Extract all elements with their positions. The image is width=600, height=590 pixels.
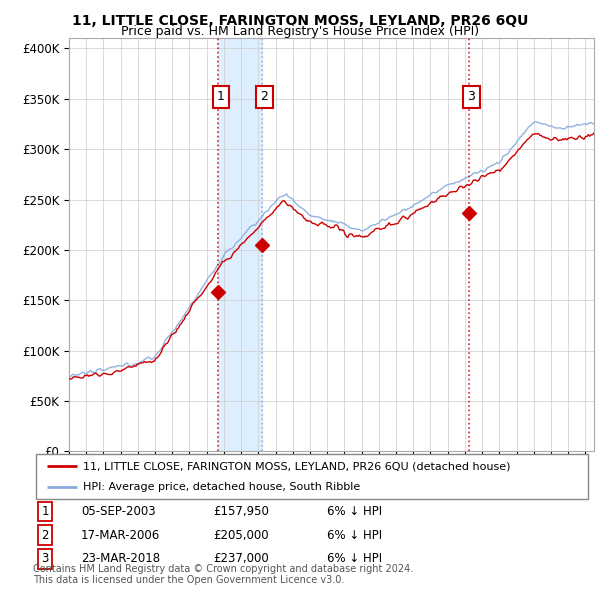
Text: Price paid vs. HM Land Registry's House Price Index (HPI): Price paid vs. HM Land Registry's House … [121,25,479,38]
Text: HPI: Average price, detached house, South Ribble: HPI: Average price, detached house, Sout… [83,483,360,493]
Bar [218,38,262,451]
Text: 05-SEP-2003: 05-SEP-2003 [81,505,155,518]
Text: £205,000: £205,000 [213,529,269,542]
Text: 23-MAR-2018: 23-MAR-2018 [81,552,160,565]
Text: 3: 3 [41,552,49,565]
Text: 17-MAR-2006: 17-MAR-2006 [81,529,160,542]
Text: 1: 1 [41,505,49,518]
Text: 2: 2 [41,529,49,542]
Text: 6% ↓ HPI: 6% ↓ HPI [327,552,382,565]
FancyBboxPatch shape [36,454,588,499]
Text: 6% ↓ HPI: 6% ↓ HPI [327,529,382,542]
Text: 2: 2 [260,90,268,103]
Text: 1: 1 [217,90,225,103]
Text: 6% ↓ HPI: 6% ↓ HPI [327,505,382,518]
Text: 3: 3 [467,90,475,103]
Text: 11, LITTLE CLOSE, FARINGTON MOSS, LEYLAND, PR26 6QU: 11, LITTLE CLOSE, FARINGTON MOSS, LEYLAN… [72,14,528,28]
Text: £237,000: £237,000 [213,552,269,565]
Text: Contains HM Land Registry data © Crown copyright and database right 2024.
This d: Contains HM Land Registry data © Crown c… [33,563,413,585]
Text: 11, LITTLE CLOSE, FARINGTON MOSS, LEYLAND, PR26 6QU (detached house): 11, LITTLE CLOSE, FARINGTON MOSS, LEYLAN… [83,461,511,471]
Text: £157,950: £157,950 [213,505,269,518]
